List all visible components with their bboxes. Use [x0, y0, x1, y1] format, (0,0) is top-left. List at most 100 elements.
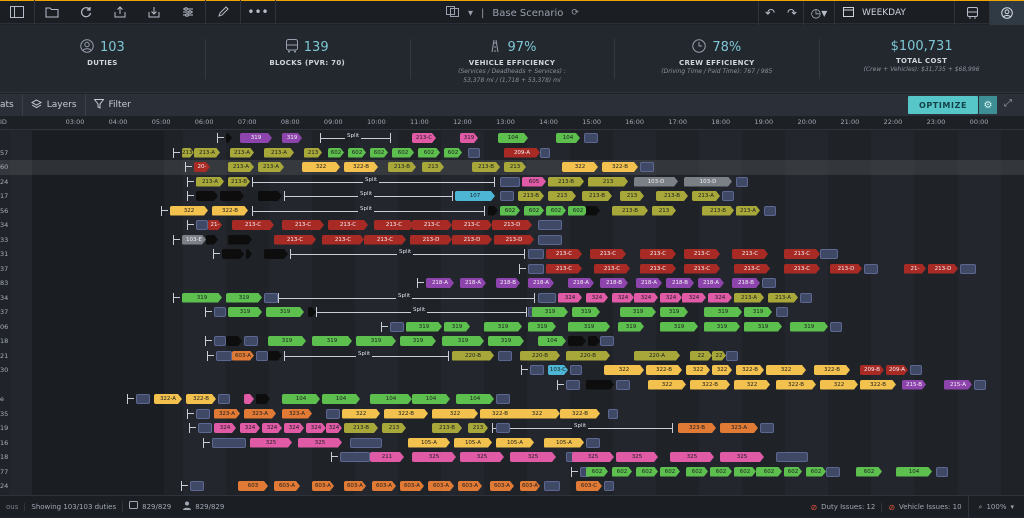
trip-segment[interactable]: 209-A: [504, 148, 540, 158]
trip-segment[interactable]: 213: [422, 162, 444, 172]
trip-segment[interactable]: 319: [704, 307, 742, 317]
trip-segment[interactable]: 220-B: [566, 351, 610, 361]
trip-segment[interactable]: 213: [504, 162, 526, 172]
trip-segment[interactable]: 602: [660, 467, 680, 477]
trip-segment[interactable]: [488, 206, 498, 216]
trip-segment[interactable]: 319: [400, 336, 436, 346]
trip-segment[interactable]: 213-A: [258, 162, 284, 172]
trip-segment[interactable]: 602: [756, 467, 782, 477]
layover-block[interactable]: [544, 481, 560, 491]
trip-segment[interactable]: 319: [282, 133, 302, 143]
trip-segment[interactable]: 322-B: [384, 409, 428, 419]
trip-segment[interactable]: [226, 336, 242, 346]
trip-segment[interactable]: 213-C: [590, 249, 626, 259]
duty-row[interactable]: 34 21- 213-C 213-C 213-C 213-C 213-C 213-C 213-D: [0, 218, 1024, 233]
trip-segment[interactable]: 324: [708, 293, 732, 303]
trip-segment[interactable]: 319: [406, 322, 442, 332]
trip-segment[interactable]: [588, 336, 600, 346]
sidebar-toggle-icon[interactable]: [0, 0, 34, 24]
layover-block[interactable]: [762, 278, 776, 288]
trip-segment[interactable]: 602: [856, 467, 882, 477]
trip-segment[interactable]: 213: [620, 191, 644, 201]
trip-segment[interactable]: 602: [328, 148, 344, 158]
duty-row[interactable]: 18 319 319 319 319 319 319 104: [0, 334, 1024, 349]
trip-segment[interactable]: [268, 351, 282, 361]
trip-segment[interactable]: 324: [660, 293, 682, 303]
trip-segment[interactable]: 213-A: [228, 162, 254, 172]
trip-segment[interactable]: 322-B: [814, 365, 850, 375]
layover-block[interactable]: [974, 379, 986, 390]
trip-segment[interactable]: 213-B: [548, 177, 584, 187]
layover-block[interactable]: [214, 336, 226, 346]
trip-segment[interactable]: 325: [510, 452, 556, 462]
trip-segment[interactable]: 213-C: [640, 249, 676, 259]
trip-segment[interactable]: 220-A: [634, 351, 680, 361]
trip-segment[interactable]: 602: [734, 467, 756, 477]
trip-segment[interactable]: 213-C: [684, 264, 720, 274]
layover-block[interactable]: [218, 394, 230, 404]
trip-segment[interactable]: 22: [690, 351, 712, 361]
user-icon[interactable]: [990, 1, 1024, 25]
trip-segment[interactable]: 213-A: [194, 148, 220, 158]
trip-segment[interactable]: 215-A: [944, 380, 972, 390]
trip-segment[interactable]: 325: [412, 452, 456, 462]
duty-row[interactable]: 06 319 319 319 319 319 319 319 319 319 319: [0, 320, 1024, 335]
trip-segment[interactable]: 103-D: [684, 177, 732, 187]
layover-block[interactable]: [830, 321, 842, 332]
trip-segment[interactable]: 324: [240, 423, 260, 433]
trip-segment[interactable]: 603-A: [521, 483, 539, 489]
scenario-selector[interactable]: ▾ | Base Scenario ⟳: [446, 1, 579, 25]
trip-segment[interactable]: 324: [306, 423, 326, 433]
layover-block[interactable]: [776, 452, 808, 462]
layover-block[interactable]: [214, 307, 226, 317]
trip-segment[interactable]: 322-B: [560, 409, 600, 419]
trip-segment[interactable]: 213-C: [412, 220, 452, 230]
layover-block[interactable]: [764, 205, 776, 216]
duty-row[interactable]: 31 Split 213-C 213-C 213-C 213-C 213-C 213-C: [0, 247, 1024, 262]
trip-segment[interactable]: 213-D: [492, 220, 532, 230]
trip-segment[interactable]: 213-B: [612, 206, 648, 216]
trip-segment[interactable]: 322-B: [602, 162, 638, 172]
trip-segment[interactable]: 322-B: [690, 380, 730, 390]
trip-segment[interactable]: 322: [604, 365, 644, 375]
duty-issues[interactable]: ⊘ Duty Issues: 12: [804, 503, 881, 512]
duty-row[interactable]: 35 323-A 323-A 323-A 322 322-B 322 322-B 322 322-…: [0, 407, 1024, 422]
trip-segment[interactable]: [586, 206, 600, 216]
layers-button[interactable]: Layers: [21, 94, 85, 116]
trip-segment[interactable]: 319: [484, 322, 522, 332]
trip-segment[interactable]: 107: [455, 191, 495, 201]
trip-segment[interactable]: 322: [170, 206, 208, 216]
layover-block[interactable]: [584, 133, 598, 143]
layover-block[interactable]: [496, 423, 510, 433]
trip-segment[interactable]: 602: [784, 467, 802, 477]
trip-segment[interactable]: 213-D: [452, 235, 492, 245]
trip-segment[interactable]: 213-C: [784, 264, 820, 274]
trip-segment[interactable]: 213-A: [734, 293, 764, 303]
trip-segment[interactable]: 322: [432, 409, 478, 419]
trip-segment[interactable]: 324: [682, 293, 706, 303]
trip-segment[interactable]: 213-C: [594, 264, 630, 274]
trip-segment[interactable]: 213-C: [640, 264, 676, 274]
trip-segment[interactable]: 319: [744, 307, 772, 317]
trip-segment[interactable]: 322-B: [776, 380, 816, 390]
edit-icon[interactable]: [206, 0, 240, 24]
layover-block[interactable]: [530, 365, 544, 375]
trip-segment[interactable]: 213: [468, 423, 488, 433]
trip-segment[interactable]: 20-: [194, 162, 210, 172]
layover-block[interactable]: [498, 350, 512, 361]
bus-icon[interactable]: [955, 1, 989, 25]
duty-row[interactable]: 21 Split 603-A 220-B 220-B 220-B 220-A 22 22: [0, 349, 1024, 364]
trip-segment[interactable]: 325: [250, 438, 292, 448]
trip-segment[interactable]: 323-A: [244, 409, 276, 419]
layover-block[interactable]: [216, 350, 232, 361]
trip-segment[interactable]: 103-D: [634, 177, 678, 187]
layover-block[interactable]: [190, 481, 204, 491]
trip-segment[interactable]: 213: [652, 206, 676, 216]
trip-segment[interactable]: 323-A: [214, 409, 240, 419]
trip-segment[interactable]: 104: [456, 394, 494, 404]
trip-segment[interactable]: 213-C: [328, 220, 368, 230]
trip-segment[interactable]: 104: [556, 133, 580, 143]
trip-segment[interactable]: [258, 191, 282, 201]
trip-segment[interactable]: 322: [342, 409, 380, 419]
trip-segment[interactable]: 603: [238, 481, 268, 491]
